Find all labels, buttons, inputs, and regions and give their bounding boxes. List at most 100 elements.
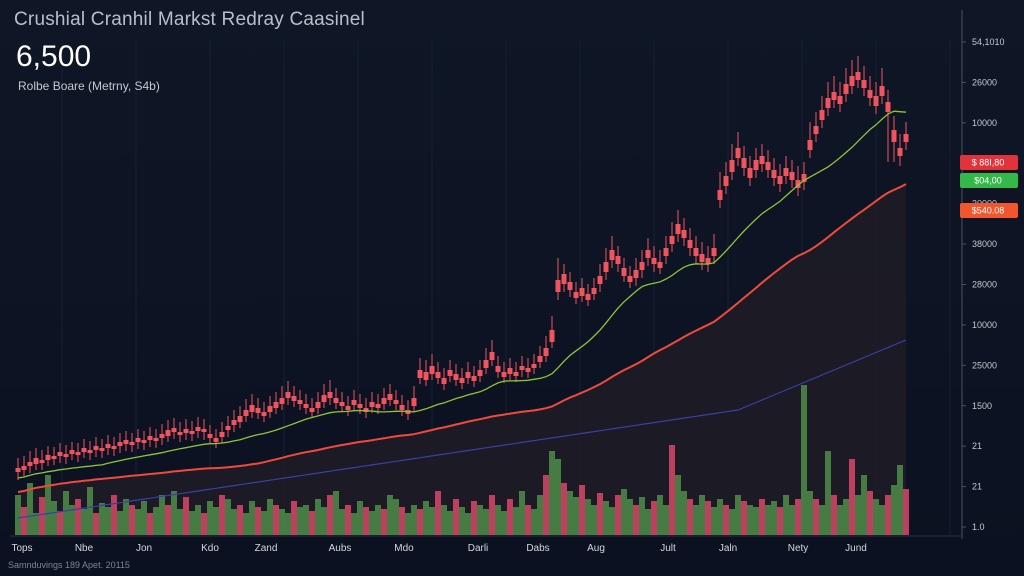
- volume-bar: [885, 495, 891, 535]
- candle-body: [573, 292, 579, 298]
- y-tick-label: 21: [972, 482, 982, 492]
- candle-body: [705, 258, 711, 264]
- volume-bar: [711, 507, 717, 535]
- candle-body: [189, 431, 195, 434]
- volume-bar: [129, 505, 135, 535]
- candle-body: [723, 176, 729, 186]
- candle-body: [225, 426, 231, 430]
- volume-bar: [345, 505, 351, 535]
- volume-bar: [903, 489, 909, 535]
- x-tick-label: Jon: [136, 543, 152, 554]
- volume-bar: [669, 445, 675, 535]
- candle-body: [597, 276, 603, 284]
- x-tick-label: Dabs: [526, 543, 549, 554]
- candle-body: [585, 294, 591, 300]
- volume-bar: [579, 485, 585, 535]
- candle-body: [579, 288, 585, 296]
- volume-bar: [765, 505, 771, 535]
- candle-body: [591, 288, 597, 294]
- candle-body: [183, 429, 189, 433]
- volume-bar: [291, 501, 297, 535]
- volume-bar: [633, 505, 639, 535]
- volume-bars: [15, 385, 909, 535]
- price-area: [18, 184, 906, 535]
- price-tag-label: $04,00: [974, 176, 1002, 186]
- candle-body: [741, 158, 747, 168]
- candle-body: [735, 148, 741, 158]
- volume-bar: [873, 499, 879, 535]
- x-tick-label: Kdo: [201, 543, 219, 554]
- current-price: 6,500: [16, 40, 92, 73]
- candle-body: [729, 160, 735, 172]
- candle-body: [831, 92, 837, 100]
- volume-bar: [285, 513, 291, 535]
- candle-body: [855, 72, 861, 80]
- candle-body: [75, 452, 81, 455]
- volume-bar: [213, 507, 219, 535]
- candle-body: [807, 140, 813, 150]
- volume-bar: [537, 495, 543, 535]
- candle-body: [105, 444, 111, 448]
- volume-bar: [417, 509, 423, 535]
- volume-bar: [279, 509, 285, 535]
- volume-bar: [507, 499, 513, 535]
- volume-bar: [831, 495, 837, 535]
- volume-bar: [135, 509, 141, 535]
- volume-bar: [225, 499, 231, 535]
- candle-body: [747, 168, 753, 178]
- candle-body: [279, 398, 285, 404]
- candle-body: [33, 458, 39, 464]
- candle-body: [813, 126, 819, 134]
- volume-bar: [741, 501, 747, 535]
- candle-body: [693, 248, 699, 256]
- volume-bar: [663, 505, 669, 535]
- candle-body: [663, 248, 669, 256]
- y-tick-label: 10000: [972, 320, 997, 330]
- x-tick-label: Zand: [255, 543, 278, 554]
- volume-bar: [477, 505, 483, 535]
- volume-bar: [453, 499, 459, 535]
- volume-bar: [93, 513, 99, 535]
- x-tick-label: Tops: [11, 543, 32, 554]
- candle-body: [891, 130, 897, 142]
- candle-body: [237, 416, 243, 422]
- volume-bar: [75, 499, 81, 535]
- candle-body: [843, 84, 849, 94]
- price-tag-box: [960, 173, 1018, 188]
- volume-bar: [267, 499, 273, 535]
- volume-bar: [435, 491, 441, 535]
- volume-bar: [429, 507, 435, 535]
- y-tick-label: 54,1010: [972, 37, 1005, 47]
- volume-bar: [879, 505, 885, 535]
- candle-body: [531, 364, 537, 368]
- x-tick-label: Aug: [587, 543, 605, 554]
- candle-body: [873, 96, 879, 106]
- volume-bar: [837, 505, 843, 535]
- candle-body: [609, 250, 615, 260]
- candle-body: [159, 434, 165, 438]
- volume-bar: [261, 511, 267, 535]
- volume-bar: [69, 505, 75, 535]
- candle-body: [111, 446, 117, 449]
- volume-bar: [117, 511, 123, 535]
- candle-body: [525, 368, 531, 372]
- candle-body: [309, 408, 315, 412]
- volume-bar: [471, 501, 477, 535]
- candle-body: [81, 448, 87, 452]
- volume-bar: [813, 499, 819, 535]
- candle-body: [657, 262, 663, 268]
- candle-body: [639, 262, 645, 270]
- candle-body: [327, 392, 333, 398]
- volume-bar: [789, 505, 795, 535]
- candle-body: [363, 408, 369, 412]
- volume-bar: [339, 509, 345, 535]
- y-tick-label: 26000: [972, 77, 997, 87]
- candle-body: [375, 404, 381, 408]
- volume-bar: [699, 495, 705, 535]
- chart-subtitle: Rolbe Boare (Metrny, S4b): [18, 79, 160, 93]
- volume-bar: [393, 499, 399, 535]
- volume-bar: [411, 505, 417, 535]
- price-tag: $ 88I,80: [960, 155, 1018, 170]
- area-under-average: [18, 184, 906, 535]
- volume-bar: [555, 459, 561, 535]
